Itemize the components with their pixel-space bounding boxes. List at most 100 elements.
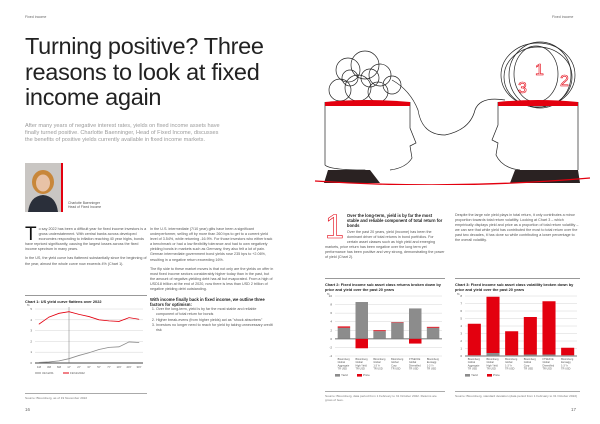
category-label-line: Aggregate <box>468 364 480 367</box>
chart1-source: Source: Bloomberg, as of 19 November 202… <box>25 393 147 400</box>
bar-price <box>373 330 386 332</box>
x-tick-label: 20Y <box>127 365 132 369</box>
category-label-line: Global <box>542 361 550 364</box>
data-point <box>38 362 40 363</box>
legend-label: Yield <box>341 373 348 377</box>
legend-swatch <box>487 374 492 377</box>
y-tick-label: -2 <box>329 345 332 349</box>
bar-yield <box>373 331 386 339</box>
bar-price <box>561 347 575 356</box>
data-point <box>48 361 50 363</box>
chart2-source: Source: Bloomberg, data period from 1 Fe… <box>325 391 445 402</box>
chart1-title: Chart 1: US yield curve flattens over 20… <box>25 295 147 304</box>
category-label-line: Global <box>468 361 476 364</box>
bar-yield <box>391 322 404 339</box>
category-label-line: Euroagg <box>561 361 571 364</box>
legend-label: Yield <box>471 373 478 377</box>
category-label-line: Bloomberg <box>486 358 499 361</box>
page-number-right: 17 <box>571 407 577 412</box>
category-label-line: TR USD <box>505 368 515 371</box>
legend-swatch <box>465 374 470 377</box>
category-label-line: FTSE/ICE <box>542 358 554 361</box>
y-tick-label: 1 <box>460 347 462 351</box>
category-label-line: Global <box>356 361 364 364</box>
category-label-line: Aggregate <box>338 364 350 367</box>
bar-yield <box>467 355 481 356</box>
x-tick-label: 10Y <box>117 365 122 369</box>
category-label-line: TR USD <box>356 368 366 371</box>
data-point <box>68 311 70 312</box>
bar-price <box>409 338 422 344</box>
category-label-line: Bloomberg <box>391 358 404 361</box>
reason-text: Over the past 20 years, yield (income) h… <box>325 229 445 260</box>
x-tick-label: 2Y <box>77 365 81 369</box>
category-label-line: Bloomberg <box>524 358 537 361</box>
legend-label: Price <box>363 373 370 377</box>
category-label-line: Bloomberg <box>338 358 351 361</box>
list-item: Over the long-term, yield is by far the … <box>156 307 275 317</box>
y-tick-label: 2 <box>30 339 32 343</box>
data-point <box>138 318 140 320</box>
category-label-line: TR USD <box>373 368 383 371</box>
y-tick-label: 0 <box>330 337 332 341</box>
bar-yield <box>561 355 575 356</box>
y-tick-label: 8 <box>330 303 332 307</box>
author-photo <box>25 163 63 212</box>
data-point <box>108 320 110 322</box>
category-label-line: TR USD <box>391 368 401 371</box>
bar-yield <box>542 354 556 356</box>
category-label-line: FTSE/ICE <box>409 358 421 361</box>
legend-label: 31/12/21 <box>42 371 54 375</box>
y-tick-label: 0 <box>460 354 462 358</box>
bar-yield <box>355 302 368 339</box>
bar-price <box>355 338 368 349</box>
list-item: Investors no longer need to reach for yi… <box>156 323 275 333</box>
y-tick-label: 6 <box>330 311 332 315</box>
bar-yield <box>505 355 519 356</box>
y-tick-label: 3 <box>460 332 462 336</box>
y-tick-label: 2 <box>330 328 332 332</box>
list-item: Higher break-evens (from higher yields) … <box>156 318 275 323</box>
category-label-line: Global <box>409 361 417 364</box>
category-label-line: Global <box>338 361 346 364</box>
series-line-1 <box>38 311 140 325</box>
category-label-line: Global <box>505 361 513 364</box>
reason-1-section: 1 Over the long-term, yield is by far th… <box>325 210 445 260</box>
data-point <box>118 321 120 322</box>
y-axis-unit: % <box>27 303 30 307</box>
category-label-line: Global <box>391 361 399 364</box>
bar-price <box>505 331 519 356</box>
illustration-number-2: 2 <box>560 73 569 90</box>
category-label-line: Bloomberg <box>373 358 386 361</box>
data-point <box>88 352 90 354</box>
category-label-line: High Yield <box>486 364 498 367</box>
bar-price <box>523 317 537 355</box>
category-label-line: Bloomberg <box>427 358 440 361</box>
bar-yield <box>409 308 422 339</box>
category-label-line: 1-3 Yr <box>427 364 434 367</box>
x-tick-label: 3M <box>47 365 52 369</box>
data-point <box>78 314 80 315</box>
y-tick-label: 4 <box>330 320 332 324</box>
bar-price <box>337 326 351 328</box>
category-label-line: Global <box>486 361 494 364</box>
legend-label: Price <box>493 373 500 377</box>
chart2-title: Chart 2: Fixed income sub asset class re… <box>325 278 445 292</box>
category-label-line: TR USD <box>338 368 348 371</box>
data-point <box>38 323 40 325</box>
reason-heading: Over the long-term, yield is by far the … <box>346 213 443 229</box>
category-label-line: TR USD <box>409 368 419 371</box>
illustration-number-1: 1 <box>535 62 544 79</box>
category-label-line: Corp <box>524 364 530 367</box>
y-tick-label: 4 <box>30 318 32 322</box>
data-point <box>58 313 60 314</box>
y-tick-label: 3 <box>30 329 32 333</box>
data-point <box>78 355 80 356</box>
category-label-line: TR USD <box>468 368 478 371</box>
category-label-line: Global <box>373 361 381 364</box>
y-tick-label: 5 <box>30 307 32 311</box>
y-tick-label: 10 <box>329 294 333 298</box>
chart3-source: Source: Bloomberg, standard deviation (d… <box>455 391 580 398</box>
list-lead: With income finally back in fixed income… <box>150 297 265 308</box>
